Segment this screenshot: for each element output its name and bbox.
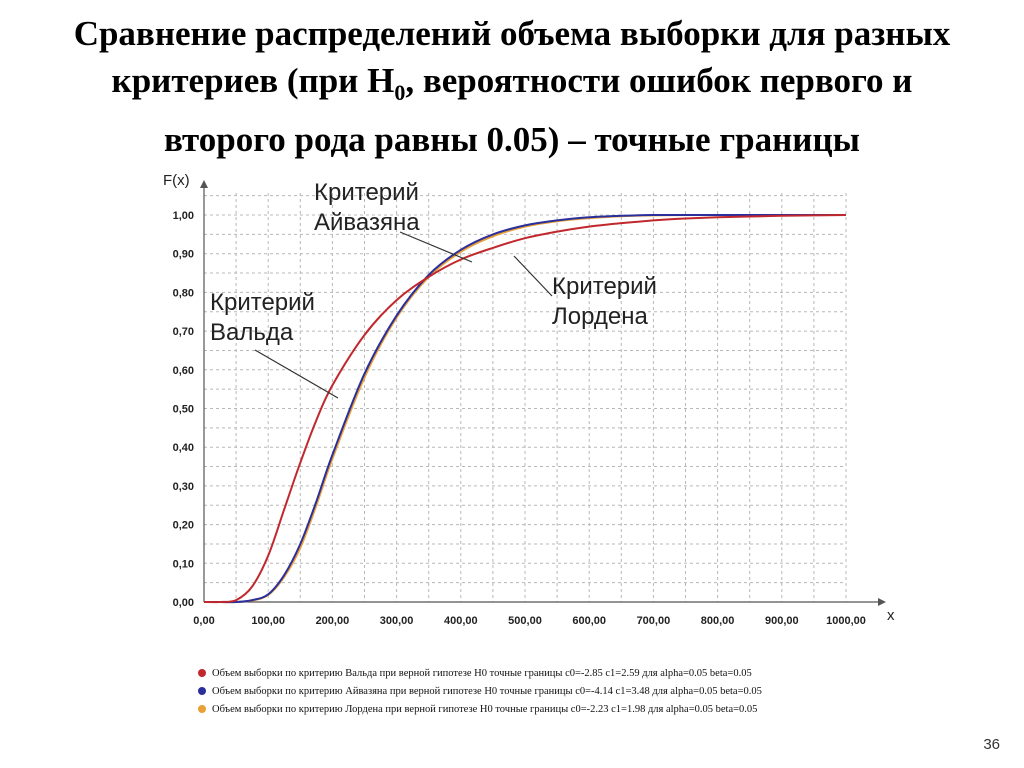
chart-ticks: 0,00 100,00 200,00 300,00 400,00 500,00 600,00…	[173, 210, 866, 627]
legend-item: Объем выборки по критерию Лордена при ве…	[198, 700, 762, 718]
annotation-lorden-line1: Критерий	[552, 273, 657, 300]
y-tick-label: 0,60	[173, 365, 194, 377]
y-tick-label: 0,90	[173, 249, 194, 261]
x-tick-label: 100,00	[251, 615, 285, 627]
y-axis-arrow	[200, 180, 208, 188]
y-axis-label: F(x)	[163, 172, 190, 189]
x-tick-label: 900,00	[765, 615, 799, 627]
leader-aivazyan	[399, 231, 473, 263]
x-tick-label: 600,00	[572, 615, 606, 627]
annotation-wald-line2: Вальда	[210, 319, 294, 346]
x-tick-label: 400,00	[444, 615, 478, 627]
annotation-wald: Критерий Вальда	[210, 288, 315, 348]
annotation-wald-line1: Критерий	[210, 289, 315, 316]
x-tick-label: 300,00	[380, 615, 414, 627]
y-tick-label: 0,70	[173, 326, 194, 338]
x-tick-label: 500,00	[508, 615, 542, 627]
annotation-aivazyan-line2: Айвазяна	[314, 209, 420, 236]
title-line-2-pre: критериев (при H	[111, 61, 395, 100]
x-tick-label: 200,00	[316, 615, 350, 627]
chart-legend: Объем выборки по критерию Вальда при вер…	[198, 664, 762, 718]
legend-label: Объем выборки по критерию Айвазяна при в…	[212, 685, 762, 697]
page-number: 36	[983, 736, 1000, 753]
annotation-lorden: Критерий Лордена	[552, 272, 657, 332]
y-tick-label: 0,40	[173, 442, 194, 454]
x-tick-label: 1000,00	[826, 615, 866, 627]
leader-lorden	[513, 255, 553, 297]
y-tick-label: 0,00	[173, 597, 194, 609]
annotation-lorden-line2: Лордена	[552, 303, 648, 330]
y-tick-label: 0,10	[173, 558, 194, 570]
y-tick-label: 1,00	[173, 210, 194, 222]
x-tick-label: 0,00	[193, 615, 214, 627]
legend-item: Объем выборки по критерию Айвазяна при в…	[198, 682, 762, 700]
annotation-leaders	[254, 231, 553, 399]
y-tick-label: 0,20	[173, 520, 194, 532]
chart-axes	[200, 180, 886, 606]
legend-swatch	[198, 705, 206, 713]
title-line-3: второго рода равны 0.05) – точные границ…	[164, 120, 860, 159]
title-line-2: критериев (при H0, вероятности ошибок пе…	[0, 57, 1024, 116]
y-tick-label: 0,50	[173, 404, 194, 416]
x-tick-label: 700,00	[637, 615, 671, 627]
y-tick-label: 0,80	[173, 287, 194, 299]
leader-wald	[254, 349, 339, 399]
title-line-2-post: , вероятности ошибок первого и	[405, 61, 913, 100]
x-tick-label: 800,00	[701, 615, 735, 627]
legend-item: Объем выборки по критерию Вальда при вер…	[198, 664, 762, 682]
chart-series	[203, 213, 847, 604]
legend-swatch	[198, 669, 206, 677]
series-line-aivazyan	[203, 213, 846, 604]
chart-grid	[204, 193, 847, 602]
legend-swatch	[198, 687, 206, 695]
legend-label: Объем выборки по критерию Лордена при ве…	[212, 703, 758, 715]
x-axis-label: x	[887, 607, 895, 624]
annotation-aivazyan: Критерий Айвазяна	[314, 178, 420, 238]
y-tick-label: 0,30	[173, 481, 194, 493]
series-line-wald	[203, 214, 847, 604]
title-line-1: Сравнение распределений объема выборки д…	[73, 14, 951, 53]
title-subscript: 0	[394, 80, 406, 105]
x-axis-arrow	[878, 598, 886, 606]
annotation-aivazyan-line1: Критерий	[314, 179, 419, 206]
legend-label: Объем выборки по критерию Вальда при вер…	[212, 667, 752, 679]
slide-title: Сравнение распределений объема выборки д…	[0, 10, 1024, 163]
